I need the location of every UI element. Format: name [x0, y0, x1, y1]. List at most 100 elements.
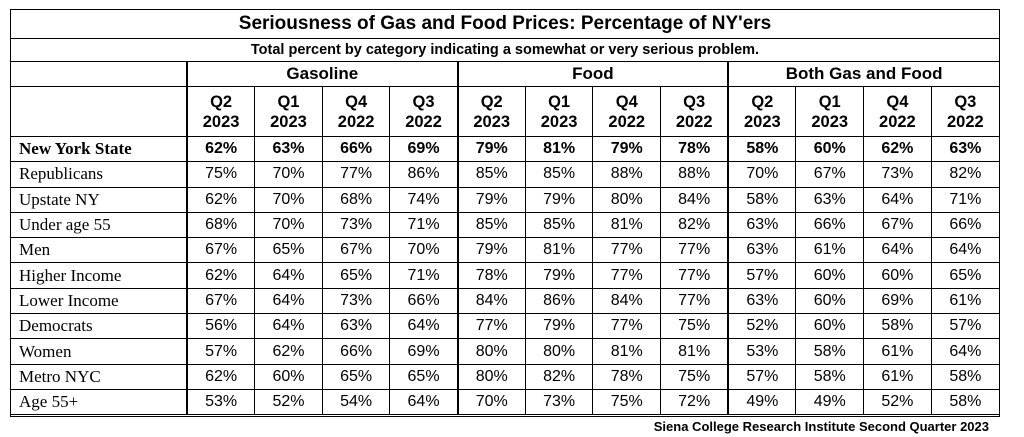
table-cell: 63%: [931, 136, 999, 163]
table-cell: 66%: [795, 212, 865, 239]
table-cell: 81%: [592, 212, 662, 239]
table-cell: 64%: [254, 288, 323, 315]
quarter-year: 2023: [811, 112, 849, 131]
row-label: Men: [11, 237, 187, 264]
table-cell: 71%: [389, 262, 459, 289]
table-cell: 66%: [389, 288, 459, 315]
table-cell: 77%: [592, 262, 662, 289]
table-row: New York State 62% 63% 66% 69% 79% 81% 79% 78% 58…: [11, 136, 999, 163]
table-cell: 68%: [186, 212, 256, 239]
table-cell: 77%: [660, 237, 729, 264]
table-cell: 52%: [727, 313, 797, 340]
quarter-header: Q4 2022: [863, 86, 932, 137]
row-label: Lower Income: [11, 288, 187, 315]
quarter-year: 2023: [270, 112, 307, 131]
table-cell: 79%: [456, 237, 526, 264]
table-cell: 86%: [525, 288, 594, 315]
table-cell: 58%: [795, 364, 865, 390]
table-cell: 70%: [456, 389, 526, 416]
quarter-year: 2022: [947, 112, 984, 131]
table-cell: 61%: [931, 288, 999, 315]
group-header-row: Gasoline Food Both Gas and Food: [11, 61, 999, 87]
table-cell: 63%: [727, 212, 797, 239]
table-cell: 70%: [254, 187, 323, 213]
quarter-label: Q3: [954, 92, 977, 111]
table-cell: 60%: [795, 313, 865, 340]
quarter-header-row: Q2 2023 Q1 2023 Q4 2022 Q3 2022 Q2 2023 Q1 2023 Q4 20…: [11, 86, 999, 137]
table-cell: 63%: [322, 313, 391, 340]
table-cell: 64%: [863, 187, 932, 213]
table-cell: 84%: [660, 187, 729, 213]
quarter-label: Q1: [818, 92, 841, 111]
table-cell: 65%: [322, 364, 391, 390]
table-row: Metro NYC 62% 60% 65% 65% 80% 82% 78% 75% 57% 58% 6…: [11, 364, 999, 390]
group-header: Both Gas and Food: [727, 61, 999, 87]
table-cell: 79%: [525, 313, 594, 340]
data-table: Seriousness of Gas and Food Prices: Perc…: [11, 10, 999, 437]
quarter-header: Q1 2023: [795, 86, 864, 137]
table-row: Age 55+ 53% 52% 54% 64% 70% 73% 75% 72% 49% 49% 52%…: [11, 389, 999, 416]
quarter-year: 2022: [608, 112, 646, 131]
table-cell: 56%: [186, 313, 256, 340]
table-cell: 73%: [863, 161, 932, 188]
table-cell: 80%: [456, 338, 526, 365]
table-cell: 71%: [389, 212, 459, 239]
table-cell: 58%: [727, 136, 797, 163]
table-row: Democrats 56% 64% 63% 64% 77% 79% 77% 75% 52% 60% 5…: [11, 313, 999, 340]
row-label: Metro NYC: [11, 364, 187, 390]
table-cell: 78%: [660, 136, 729, 163]
table-cell: 60%: [795, 288, 865, 315]
table-frame: Seriousness of Gas and Food Prices: Perc…: [10, 9, 1000, 437]
quarter-header: Q1 2023: [254, 86, 323, 137]
table-cell: 62%: [186, 262, 256, 289]
quarter-year: 2023: [473, 112, 511, 131]
table-cell: 80%: [456, 364, 526, 390]
table-cell: 52%: [863, 389, 932, 416]
table-cell: 77%: [592, 237, 662, 264]
table-cell: 63%: [254, 136, 323, 163]
table-row: Under age 55 68% 70% 73% 71% 85% 85% 81% 82% 63% 6…: [11, 212, 999, 239]
table-cell: 49%: [727, 389, 797, 416]
table-cell: 64%: [389, 389, 459, 416]
table-cell: 60%: [863, 262, 932, 289]
table-cell: 75%: [592, 389, 662, 416]
table-cell: 67%: [322, 237, 391, 264]
table-cell: 82%: [660, 212, 729, 239]
table-row: Higher Income 62% 64% 65% 71% 78% 79% 77% 77% 57%…: [11, 262, 999, 289]
quarter-label: Q4: [345, 92, 368, 111]
row-label: Women: [11, 338, 187, 365]
group-header: Gasoline: [186, 61, 458, 87]
table-cell: 65%: [254, 237, 323, 264]
table-cell: 80%: [592, 187, 662, 213]
table-cell: 77%: [592, 313, 662, 340]
quarter-label: Q3: [683, 92, 706, 111]
table-cell: 58%: [931, 364, 999, 390]
table-cell: 62%: [863, 136, 932, 163]
quarter-header: Q4 2022: [592, 86, 661, 137]
table-cell: 81%: [525, 136, 594, 163]
table-cell: 61%: [863, 338, 932, 365]
table-cell: 88%: [660, 161, 729, 188]
table-row: Men 67% 65% 67% 70% 79% 81% 77% 77% 63% 61% 64% 64%: [11, 237, 999, 264]
table-cell: 67%: [186, 237, 256, 264]
row-label: Republicans: [11, 161, 187, 188]
table-cell: 80%: [525, 338, 594, 365]
table-cell: 57%: [727, 262, 797, 289]
table-row: Women 57% 62% 66% 69% 80% 80% 81% 81% 53% 58% 61% 64…: [11, 338, 999, 365]
quarter-year: 2023: [743, 112, 781, 131]
quarter-label: Q4: [886, 92, 909, 111]
table-cell: 64%: [931, 338, 999, 365]
table-cell: 58%: [863, 313, 932, 340]
table-cell: 54%: [322, 389, 391, 416]
source-note: Siena College Research Institute Second …: [11, 414, 999, 437]
table-cell: 67%: [186, 288, 256, 315]
row-label: Upstate NY: [11, 187, 187, 213]
row-label: Higher Income: [11, 262, 187, 289]
table-cell: 84%: [592, 288, 662, 315]
table-cell: 57%: [727, 364, 797, 390]
table-cell: 64%: [254, 262, 323, 289]
group-header: Food: [456, 61, 729, 87]
table-cell: 58%: [727, 187, 797, 213]
table-cell: 66%: [931, 212, 999, 239]
table-cell: 58%: [795, 338, 865, 365]
